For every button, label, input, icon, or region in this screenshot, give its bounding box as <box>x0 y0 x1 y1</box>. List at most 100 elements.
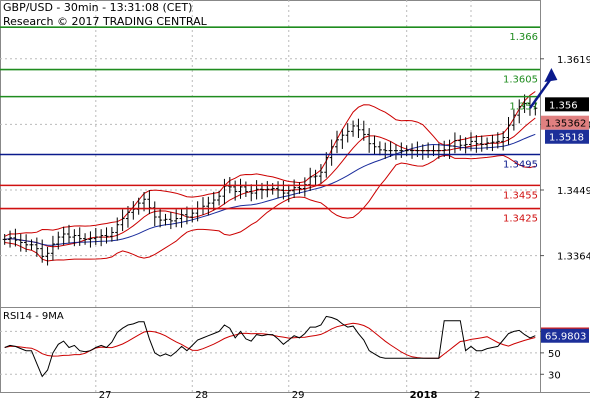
candle-24 <box>131 201 136 220</box>
candle-7 <box>40 239 45 263</box>
candle-8 <box>45 246 50 266</box>
candle-91 <box>490 134 495 152</box>
candle-0 <box>2 233 7 245</box>
level-label-1-357: 1.357 <box>509 102 538 113</box>
price-tag-1-3518-label: 1.3518 <box>549 133 584 144</box>
candle-28 <box>152 201 157 227</box>
candle-43 <box>233 180 238 201</box>
candle-92 <box>495 132 500 149</box>
candle-16 <box>88 231 93 248</box>
candle-97 <box>522 94 527 113</box>
candle-83 <box>447 139 452 159</box>
price-tag-1-356-label: 1.356 <box>549 100 578 111</box>
candle-93 <box>501 131 506 151</box>
candle-88 <box>474 135 479 153</box>
candle-20 <box>109 227 114 242</box>
candle-17 <box>93 227 98 245</box>
rsi-tag-65-9803-box <box>541 328 589 343</box>
rsi-tag-65-9803-label: 65.9803 <box>545 332 586 343</box>
arrow-shaft <box>528 77 553 109</box>
candle-94 <box>506 116 511 145</box>
candle-60 <box>324 152 329 178</box>
candle-13 <box>72 229 77 247</box>
candle-90 <box>485 137 490 150</box>
candle-9 <box>50 235 55 261</box>
candle-65 <box>351 120 356 137</box>
candle-3 <box>18 233 23 252</box>
candle-11 <box>61 226 66 246</box>
arrow-head <box>544 68 558 83</box>
bollinger-upper <box>4 91 536 237</box>
candle-49 <box>265 181 270 198</box>
candle-33 <box>179 208 184 228</box>
candle-51 <box>276 181 281 199</box>
forecast-arrow <box>528 68 558 109</box>
price-tag-1-35362-label: 1.35362 <box>545 119 586 130</box>
candle-45 <box>243 181 248 197</box>
candle-29 <box>158 208 163 228</box>
rsi-panel: 705030 <box>0 315 561 381</box>
candle-64 <box>345 123 350 143</box>
candle-67 <box>361 120 366 141</box>
candle-1 <box>8 230 13 248</box>
candle-85 <box>458 135 463 151</box>
candle-44 <box>238 178 243 199</box>
chart-frame <box>0 0 541 393</box>
candle-4 <box>24 234 29 253</box>
candle-95 <box>511 109 516 131</box>
y-tick-label-1-3449: 1.3449 <box>557 186 590 197</box>
candle-96 <box>517 99 522 124</box>
candle-53 <box>286 184 291 203</box>
candle-15 <box>83 233 88 245</box>
candle-70 <box>377 141 382 156</box>
candle-19 <box>104 227 109 244</box>
candle-59 <box>318 164 323 184</box>
candle-62 <box>335 130 339 154</box>
candle-66 <box>356 118 361 138</box>
x-tick-label-28: 28 <box>195 390 208 400</box>
x-tick-label-2: 2 <box>474 390 480 400</box>
candle-54 <box>292 179 297 199</box>
x-tick-label-29: 29 <box>292 390 305 400</box>
level-label-1-3455: 1.3455 <box>503 190 538 201</box>
candle-23 <box>125 206 130 228</box>
candle-38 <box>206 196 211 216</box>
candle-69 <box>372 135 377 155</box>
bollinger-bands <box>4 91 536 262</box>
candle-73 <box>393 144 398 160</box>
level-label-1-3495: 1.3495 <box>503 160 538 171</box>
moving-average-fast <box>4 117 536 248</box>
candle-81 <box>436 143 441 159</box>
rsi-label: RSI14 - 9MA <box>3 311 64 322</box>
candle-14 <box>77 227 82 246</box>
candle-25 <box>136 197 141 215</box>
candle-78 <box>420 144 425 160</box>
candle-21 <box>115 217 120 241</box>
level-label-1-3425: 1.3425 <box>503 214 538 225</box>
y-tick-label-1-3364: 1.3364 <box>557 252 590 263</box>
candle-52 <box>281 180 286 200</box>
candle-86 <box>463 137 468 154</box>
candle-18 <box>99 229 104 247</box>
candle-79 <box>426 142 431 158</box>
chart-title: GBP/USD - 30min - 13:31:08 (CET) <box>3 1 193 14</box>
candle-34 <box>184 206 189 225</box>
level-label-1-366: 1.366 <box>509 32 538 43</box>
rsi-line <box>4 315 536 378</box>
x-tick-label-27: 27 <box>99 390 112 400</box>
candle-32 <box>174 209 179 228</box>
candle-71 <box>383 142 388 159</box>
candle-31 <box>168 212 173 230</box>
price-tag-1-35362-box <box>541 115 589 130</box>
candle-89 <box>479 135 484 152</box>
candle-74 <box>399 142 404 158</box>
key-levels: 1.366 1.3605 1.357 1.3495 1.3455 1.3425 <box>0 26 540 225</box>
candle-35 <box>190 207 195 223</box>
copyright-line: Research © 2017 TRADING CENTRAL <box>3 15 207 28</box>
x-tick-label-2018: 2018 <box>410 390 438 400</box>
candle-22 <box>120 209 125 232</box>
candle-76 <box>410 143 415 159</box>
level-label-1-3605: 1.3605 <box>503 75 538 86</box>
